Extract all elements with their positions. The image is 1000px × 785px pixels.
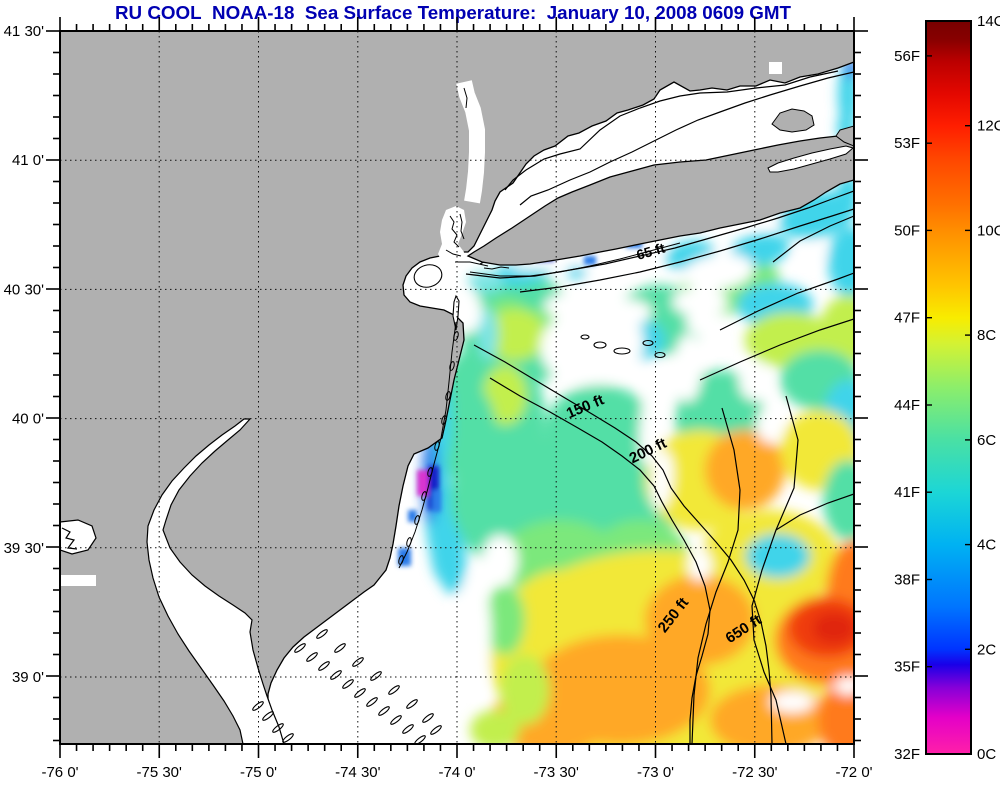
svg-text:10C: 10C — [977, 222, 1000, 239]
svg-text:6C: 6C — [977, 432, 996, 449]
svg-text:-72 0': -72 0' — [835, 764, 872, 781]
svg-text:-76 0': -76 0' — [41, 764, 78, 781]
svg-text:0C: 0C — [977, 746, 996, 763]
svg-text:-72 30': -72 30' — [732, 764, 778, 781]
svg-text:53F: 53F — [894, 135, 920, 152]
svg-text:-74 0': -74 0' — [438, 764, 475, 781]
svg-text:47F: 47F — [894, 310, 920, 327]
svg-text:41 0': 41 0' — [12, 152, 44, 169]
svg-text:14C: 14C — [977, 13, 1000, 30]
svg-text:39 0': 39 0' — [12, 669, 44, 686]
svg-text:2C: 2C — [977, 641, 996, 658]
svg-text:12C: 12C — [977, 118, 1000, 135]
svg-text:41 30': 41 30' — [4, 23, 45, 40]
svg-text:-75 30': -75 30' — [136, 764, 182, 781]
svg-text:40 0': 40 0' — [12, 411, 44, 428]
svg-text:8C: 8C — [977, 327, 996, 344]
svg-text:32F: 32F — [894, 746, 920, 763]
svg-text:56F: 56F — [894, 48, 920, 65]
svg-text:44F: 44F — [894, 397, 920, 414]
svg-text:-75 0': -75 0' — [240, 764, 277, 781]
svg-text:41F: 41F — [894, 484, 920, 501]
svg-text:RU COOL NOAA-18 Sea Surface: RU COOL NOAA-18 Sea Surface Temperature:… — [115, 2, 792, 23]
svg-text:4C: 4C — [977, 537, 996, 554]
svg-text:-73 30': -73 30' — [533, 764, 579, 781]
svg-text:50F: 50F — [894, 222, 920, 239]
svg-text:65 ft: 65 ft — [635, 239, 667, 262]
svg-text:38F: 38F — [894, 572, 920, 589]
svg-text:40 30': 40 30' — [4, 281, 45, 298]
svg-text:35F: 35F — [894, 659, 920, 676]
svg-text:-73 0': -73 0' — [637, 764, 674, 781]
svg-text:-74 30': -74 30' — [335, 764, 381, 781]
svg-text:39 30': 39 30' — [4, 540, 45, 557]
